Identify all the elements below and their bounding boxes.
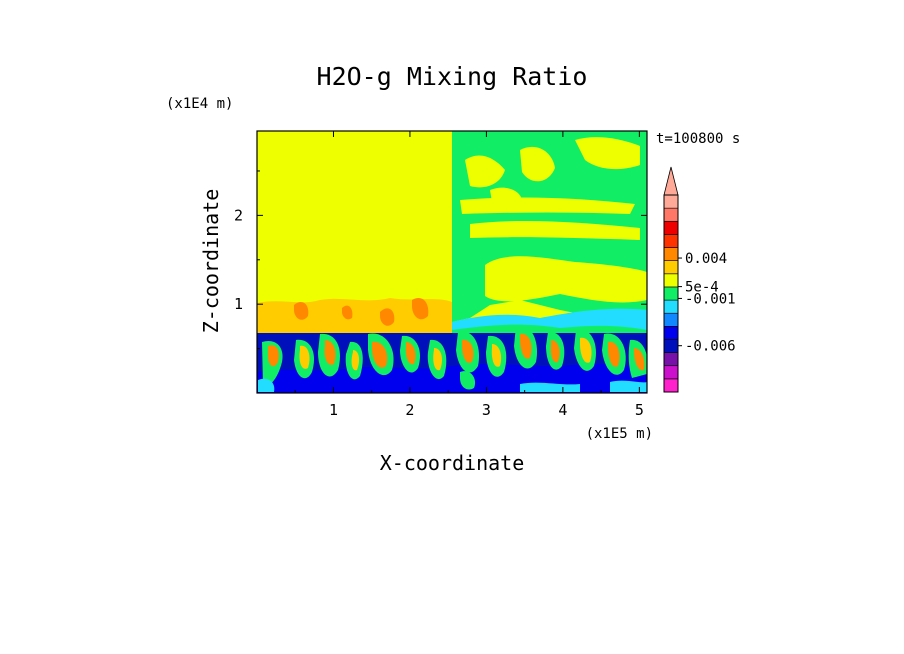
- x-tick-label: 1: [329, 401, 338, 419]
- colorbar-label: 5e-4: [685, 280, 719, 296]
- x-tick-label: 3: [482, 401, 491, 419]
- x-axis-unit: (x1E5 m): [586, 426, 653, 442]
- x-axis-ticks: 1 2 3 4 5: [294, 131, 644, 419]
- colorbar-swatch: [663, 247, 679, 261]
- colorbar-extend-arrow: [663, 166, 679, 196]
- colorbar-swatch: [663, 365, 679, 380]
- y-tick-label: 2: [234, 206, 243, 224]
- y-tick-label: 1: [234, 295, 243, 313]
- colorbar-frame: [663, 194, 679, 393]
- colorbar-swatch: [663, 352, 679, 367]
- colorbar-swatch: [663, 220, 679, 235]
- colorbar-swatch: [663, 299, 679, 314]
- y-axis-ticks: 12: [234, 170, 647, 350]
- colorbar-label: -0.001: [685, 291, 736, 307]
- field-plumes: [258, 325, 647, 392]
- colorbar-swatch: [663, 194, 679, 209]
- colorbar-swatch: [663, 339, 679, 353]
- colorbar-swatch: [663, 312, 679, 327]
- colorbar-label: -0.006: [685, 339, 736, 355]
- y-axis-unit: (x1E4 m): [166, 96, 233, 112]
- colorbar: 0.004 5e-4-0.001 -0.006: [663, 166, 736, 393]
- field-upper-plumes: [294, 297, 429, 326]
- plot-area: [257, 131, 647, 393]
- colorbar-swatch: [663, 260, 679, 275]
- chart-title: H2O-g Mixing Ratio: [317, 62, 588, 91]
- plot-frame: [256, 130, 648, 394]
- colorbar-swatch: [663, 326, 679, 340]
- colorbar-swatch: [663, 207, 679, 222]
- colorbar-swatch: [663, 234, 679, 248]
- field-right-upper: [452, 131, 647, 322]
- y-axis-label: Z-coordinate: [199, 189, 223, 334]
- colorbar-swatch: [663, 378, 679, 393]
- colorbar-label: 0.004: [685, 251, 727, 267]
- colorbar-swatch: [663, 273, 679, 288]
- x-tick-label: 5: [635, 401, 644, 419]
- colorbar-swatch: [663, 286, 679, 301]
- time-label: t=100800 s: [656, 131, 740, 147]
- x-axis-label: X-coordinate: [380, 451, 525, 475]
- x-tick-label: 4: [558, 401, 567, 419]
- x-tick-label: 2: [405, 401, 414, 419]
